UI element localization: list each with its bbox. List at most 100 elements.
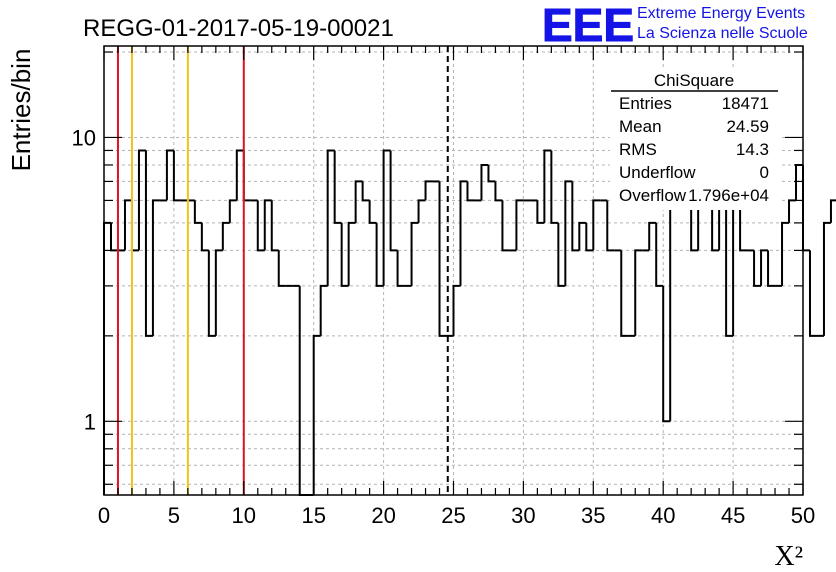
axes: 0 5 10 15 20 25 30 35 40 45 50 1 10 [72,45,815,528]
histogram-bin [361,181,370,202]
stats-row-label: RMS [619,140,657,159]
histogram-bin [536,200,545,224]
histogram-bin [585,222,594,252]
x-tick-label: 10 [232,503,256,528]
histogram-bin [319,284,328,336]
histogram-bin [725,181,734,337]
histogram-bin [655,222,664,287]
histogram-marks [103,46,836,496]
histogram-bin [354,180,363,223]
y-tick-label: 1 [84,409,96,434]
histogram-bin [550,150,559,224]
x-axis-label: X² [774,541,803,572]
histogram-bin [648,221,657,251]
histogram-bin [396,250,405,287]
eee-logo-mark: EEE [542,0,634,51]
histogram-bin [592,199,601,251]
stats-row-value: 24.59 [726,117,769,136]
histogram-bin [795,163,803,201]
histogram-bin [298,285,307,496]
histogram-bin [221,221,230,251]
histogram-bin [340,222,349,287]
histogram-bin [802,164,810,252]
histogram-bin [228,199,237,223]
histogram-bin [767,250,776,287]
stats-row-label: Underflow [619,163,696,182]
histogram-bin [578,221,587,251]
x-tick-label: 20 [371,503,395,528]
x-tick-label: 15 [301,503,325,528]
histogram-bin [130,200,139,252]
y-axis-label: Entries/bin [6,49,36,172]
histogram-bin [382,149,391,286]
histogram-bin [669,199,678,422]
histogram-bin [557,222,566,287]
histogram-bin [808,250,817,337]
histogram-bin [739,200,748,252]
histogram-bin [242,150,251,202]
stats-row-value: 18471 [722,94,769,113]
histogram-bin [543,149,552,223]
histogram-bin [494,181,503,202]
histogram-bin [452,284,461,336]
stats-row-label: Mean [619,117,662,136]
histogram-bin [438,181,447,337]
histogram-bin [144,150,153,337]
histogram-bin [270,200,279,252]
stats-box: ChiSquare Entries 18471 Mean 24.59 RMS 14.3 Un… [610,68,782,210]
histogram-bin [235,149,244,201]
histogram-bin [564,180,573,286]
histogram-bin [620,250,629,337]
stats-row-value: 14.3 [736,140,769,159]
histogram-bin [172,150,181,202]
histogram-bin [760,249,769,286]
histogram-bin [417,199,426,223]
histogram-bin [263,199,272,251]
histogram-bin [193,200,202,224]
histogram-bin [214,249,223,336]
stats-row-label: Entries [619,94,672,113]
histogram-bin [333,150,342,224]
histogram-bin [151,199,160,336]
histogram-bin [634,249,643,336]
histogram-bin [207,250,216,337]
x-tick-label: 5 [168,503,180,528]
histogram-bin [466,181,475,202]
eee-logo: EEE Extreme Energy Events La Scienza nel… [542,0,808,52]
histogram-bin [487,164,496,183]
histogram-bin [822,221,831,336]
stats-row-label: Overflow [619,186,687,205]
histogram-bin [662,285,671,423]
x-tick-label: 40 [651,503,675,528]
histogram-bin [200,222,209,252]
histogram-bin [410,221,419,286]
histogram-bin [515,199,524,251]
histogram-bin [781,221,790,286]
histogram-bin [829,199,836,223]
histogram-bin [459,180,468,286]
histogram-bin [788,199,797,223]
histogram-bin [103,221,111,495]
eee-logo-line1: Extreme Energy Events [637,5,805,22]
histogram-bin [480,163,489,201]
chart-title: REGG-01-2017-05-19-00021 [83,15,394,42]
histogram-bin [137,149,146,251]
histogram-bin [347,221,356,286]
stats-row-value: 1.796e+04 [688,186,769,205]
histogram-bin [753,250,762,287]
histogram-bin [326,149,335,286]
histogram-bin [606,200,615,252]
x-tick-label: 45 [721,503,745,528]
histogram-bin [732,199,741,336]
x-tick-label: 30 [511,503,535,528]
y-tick-label: 10 [72,125,96,150]
histogram-bin [375,222,384,287]
histogram-bin [571,181,580,252]
histogram-bin [277,250,286,287]
stats-row-value: 0 [760,163,769,182]
x-tick-label: 0 [98,503,110,528]
histogram-bin [312,334,321,495]
x-tick-label: 35 [581,503,605,528]
histogram-bin [368,200,377,224]
